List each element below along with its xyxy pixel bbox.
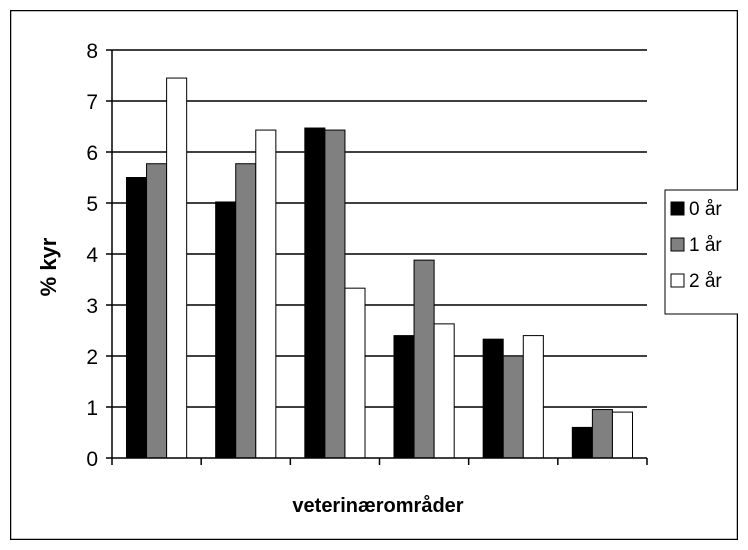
bar: [344, 287, 366, 459]
bar: [324, 129, 346, 459]
bar-chart: 0 1 2 3 4 5 6 7 8 % kyr veterinærområder 0 år 1 å…: [9, 9, 746, 541]
bar: [125, 177, 148, 459]
bar: [591, 409, 613, 459]
y-tick-label: 2: [86, 346, 98, 369]
bar: [393, 335, 415, 459]
legend-swatch: [670, 237, 685, 252]
bar: [146, 163, 168, 459]
bar: [166, 77, 188, 459]
bar: [215, 201, 237, 459]
legend-swatch: [670, 201, 685, 216]
chart-border: [9, 9, 739, 541]
bar: [571, 426, 593, 459]
legend-label: 1 år: [689, 235, 722, 256]
axes: 0 1 2 3 4 5 6 7 8: [86, 40, 648, 471]
gridlines: [112, 49, 647, 408]
y-tick-label: 5: [86, 193, 98, 216]
bar: [304, 127, 326, 459]
bar: [522, 335, 544, 459]
y-tick-label: 7: [86, 91, 98, 114]
x-axis-label: veterinærområder: [292, 494, 463, 517]
bar: [413, 259, 435, 459]
bar: [482, 338, 504, 459]
legend-label: 2 år: [689, 271, 722, 292]
chart-area: 0 1 2 3 4 5 6 7 8 % kyr veterinærområder 0 år 1 å…: [9, 9, 746, 541]
legend: 0 år 1 år 2 år: [664, 189, 746, 315]
y-tick-label: 0: [86, 448, 98, 471]
legend-label: 0 år: [689, 199, 722, 220]
y-tick-label: 6: [86, 142, 98, 165]
y-tick-label: 8: [86, 40, 98, 63]
bar: [255, 129, 277, 459]
y-tick-label: 4: [86, 244, 98, 267]
y-tick-label: 1: [86, 397, 98, 420]
legend-swatch: [670, 273, 685, 288]
bar: [502, 355, 524, 459]
bar: [235, 163, 257, 459]
bar: [611, 411, 634, 459]
bar: [433, 323, 455, 459]
y-axis-label: % kyr: [36, 237, 61, 296]
y-tick-label: 3: [86, 295, 98, 318]
